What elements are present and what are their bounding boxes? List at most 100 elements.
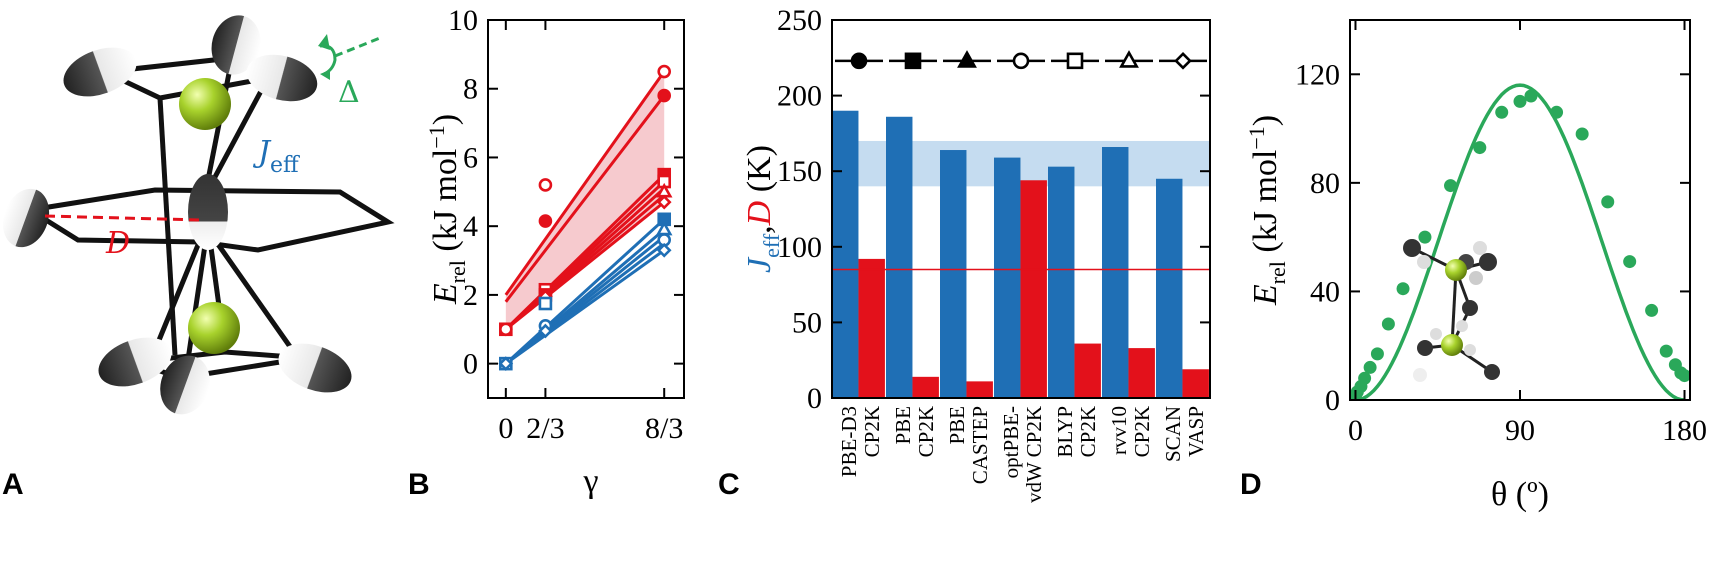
plot-area: [1350, 83, 1690, 400]
bar-j-eff: [1156, 178, 1183, 398]
data-point: [1444, 179, 1458, 193]
x-tick-label: 90: [1505, 414, 1535, 447]
d-dashed-line: [44, 214, 201, 222]
inset-atom: [1430, 328, 1442, 340]
carbon-atom: [278, 343, 352, 393]
y-axis-label: Erel (kJ mol−1): [1244, 115, 1290, 306]
y-tick-label: 100: [777, 231, 822, 264]
red-data-point: [657, 64, 672, 79]
y-tick-label: 200: [777, 80, 822, 113]
y-label-sub: rel: [1265, 261, 1290, 284]
y-label-part: ,: [741, 225, 778, 234]
category-label: vdW CP2K: [1022, 406, 1046, 503]
inset-atom: [1456, 320, 1468, 332]
data-point: [1575, 127, 1589, 141]
y-tick-label: 8: [463, 73, 478, 106]
y-tick-label: 150: [777, 155, 822, 188]
yb-atom-top: [179, 78, 231, 130]
carbon-atom: [63, 47, 137, 97]
plot-frame: [831, 19, 1211, 399]
inset-atom: [1464, 344, 1476, 356]
y-tick-label: 80: [1310, 167, 1340, 200]
data-point: [1645, 303, 1659, 317]
red-series-line: [504, 94, 666, 303]
delta-label: Δ: [338, 75, 360, 110]
data-point: [1418, 230, 1432, 244]
axes: 0 40 80 120 0 90 180: [1295, 20, 1707, 447]
x-tick-label: 0: [498, 412, 513, 445]
inset-atom: [1417, 255, 1431, 269]
x-tick-label: 0: [1348, 414, 1363, 447]
bar-j-eff: [832, 110, 859, 398]
y-label-rest: [1247, 253, 1284, 262]
inset-atom: [1462, 300, 1478, 316]
y-axis-label: Erel (kJ mol−1): [424, 114, 470, 305]
category-label: PBE: [891, 406, 915, 445]
y-label-rest: [427, 252, 464, 261]
category-label: CP2K: [1130, 406, 1154, 457]
data-point: [1381, 317, 1395, 331]
legend-marker: [957, 50, 977, 68]
inset-atom: [1469, 271, 1483, 285]
bar-j-eff: [994, 157, 1021, 398]
y-label-part: J: [741, 256, 778, 273]
bar-d: [1020, 180, 1047, 398]
yb-atom-bottom: [188, 302, 240, 354]
bar-j-eff: [1048, 166, 1075, 398]
central-ring-bonds: [28, 187, 395, 360]
inset-atom: [1413, 368, 1427, 382]
legend-marker: [1066, 52, 1084, 70]
y-label-unit: (kJ mol: [427, 149, 464, 252]
data-point: [1601, 195, 1615, 209]
panel-b-chart: 0 2 4 6 8 10 0 2/3 8/3 Erel (kJ mol−1) γ: [424, 4, 685, 500]
bar-d: [1128, 348, 1155, 398]
x-axis-label: γ: [582, 463, 598, 500]
category-label: CP2K: [860, 406, 884, 457]
legend-marker: [1174, 51, 1192, 70]
data-point: [1495, 105, 1509, 119]
category-label: CP2K: [914, 406, 938, 457]
x-tick-label: 2/3: [526, 412, 564, 445]
inset-atom: [1417, 340, 1433, 356]
y-tick-label: 0: [463, 348, 478, 381]
carbon-atom-central: [188, 174, 228, 250]
category-label: VASP: [1184, 406, 1208, 457]
legend-marker: [904, 52, 922, 70]
panel-label-c: C: [718, 468, 740, 501]
inset-atom: [1473, 241, 1487, 255]
blue-data-point: [538, 296, 553, 311]
y-tick-label: 250: [777, 4, 822, 37]
data-point: [1358, 371, 1372, 385]
j-eff-main: J: [252, 135, 272, 170]
y-tick-label: 40: [1310, 275, 1340, 308]
legend-marker: [1012, 52, 1030, 70]
red-data-point: [499, 322, 513, 337]
red-series-line: [504, 200, 666, 331]
data-point: [1363, 360, 1377, 374]
d-label: D: [105, 226, 130, 261]
category-label: CASTEP: [968, 406, 992, 484]
plot-area: [498, 64, 673, 371]
plot-frame: [487, 19, 685, 399]
data-point: [1623, 255, 1637, 269]
legend: [835, 50, 1207, 70]
x-axis-label: θ (º): [1491, 476, 1549, 513]
bar-d: [1074, 343, 1101, 398]
red-data-point: [538, 178, 553, 192]
inset-atom: [1484, 364, 1500, 380]
category-labels: PBE-D3 CP2K PBE CP2K PBE CASTEP optPBE-vdW CP2…: [837, 406, 1208, 503]
carbon-atom: [2, 188, 50, 248]
panel-label-b: B: [408, 468, 430, 501]
bar-j-eff: [886, 116, 913, 398]
category-label: rvv10: [1107, 406, 1131, 455]
y-tick-label: 6: [463, 141, 478, 174]
data-point: [1550, 105, 1564, 119]
y-label-part: eff: [759, 233, 784, 258]
panel-label-d: D: [1240, 468, 1262, 501]
bar-d: [966, 381, 993, 398]
bar-d: [1182, 369, 1209, 398]
red-data-point: [538, 214, 553, 228]
axes: 0 2 4 6 8 10 0 2/3 8/3: [448, 4, 684, 445]
